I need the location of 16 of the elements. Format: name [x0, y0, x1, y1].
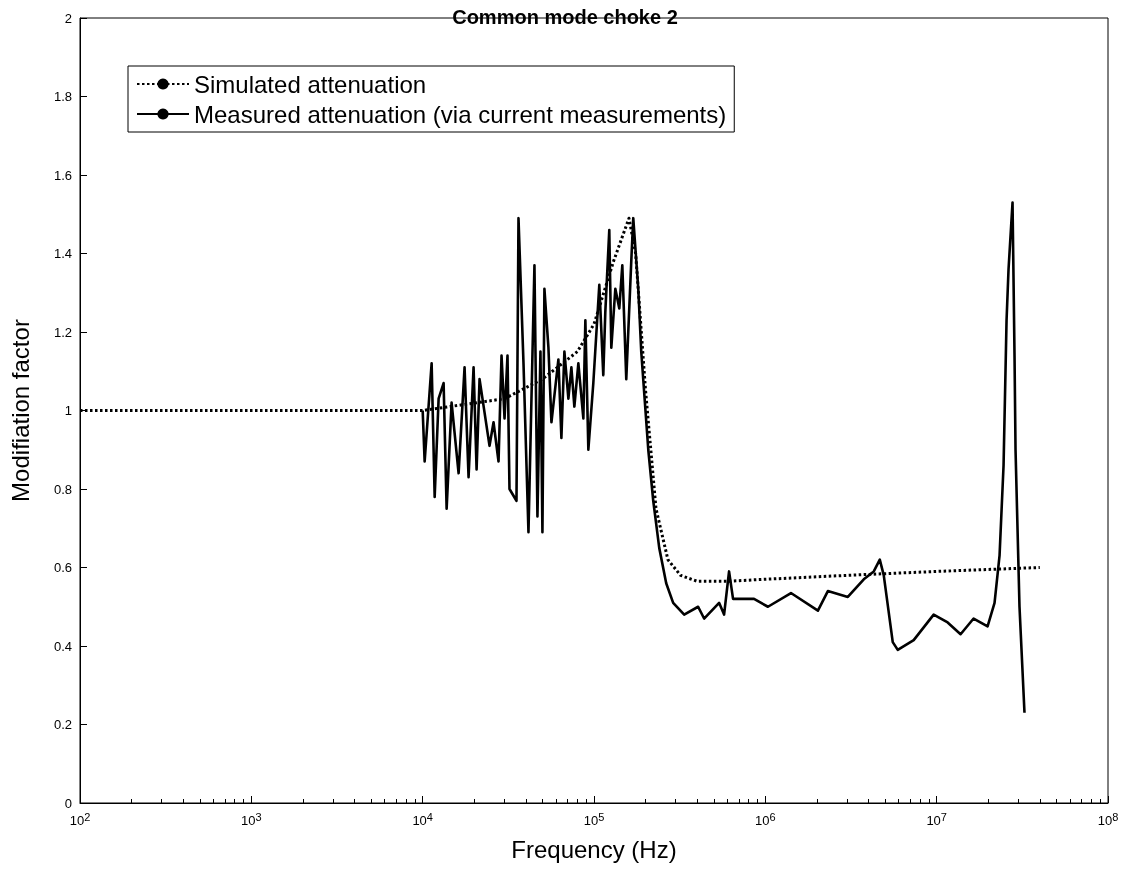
- y-tick-label: 1.2: [53, 324, 72, 340]
- legend-label: Simulated attenuation: [194, 70, 427, 98]
- y-axis-title: Modifiation factor: [6, 319, 34, 502]
- y-tick-label: 0.6: [53, 560, 72, 575]
- chart-title: Common mode choke 2: [452, 6, 678, 28]
- x-axis-title: Frequency (Hz): [511, 835, 677, 863]
- y-tick-label: 1.4: [53, 246, 72, 261]
- y-tick-label: 1: [64, 403, 72, 418]
- y-tick-label: 0.8: [53, 481, 72, 497]
- y-tick-label: 0.2: [53, 717, 72, 732]
- y-tick-label: 0: [64, 795, 72, 811]
- legend-label: Measured attenuation (via current measurements): [194, 100, 727, 128]
- y-tick-label: 1.6: [53, 167, 72, 183]
- y-tick-label: 0.4: [53, 638, 72, 654]
- y-tick-label: 2: [64, 10, 72, 26]
- y-tick-label: 1.8: [53, 89, 72, 104]
